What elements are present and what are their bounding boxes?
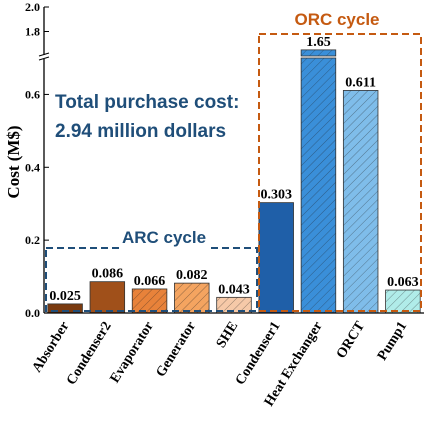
bar [258, 202, 294, 314]
total-cost-line2: 2.94 million dollars [55, 121, 226, 142]
bar-value-label: 0.066 [134, 274, 166, 289]
axis-break-gap [39, 55, 49, 59]
bar [385, 289, 421, 314]
bar [131, 288, 168, 314]
bar-value-label: 0.082 [176, 268, 208, 283]
axis-break-mark [38, 56, 50, 61]
bar [300, 57, 337, 314]
bar-value-label: 0.063 [387, 275, 419, 290]
orc-title-bg [289, 8, 385, 32]
orc-cycle-box [258, 33, 422, 312]
bar [342, 90, 379, 314]
axes: 0.0 0.2 0.4 0.6 1.8 2.0 [25, 0, 424, 320]
total-cost-note: Total purchase cost: 2.94 million dollar… [55, 92, 239, 142]
y-tick-label: 1.8 [25, 25, 40, 39]
bar [174, 282, 210, 314]
bar-value-label: 0.025 [49, 289, 81, 304]
bars [47, 49, 421, 314]
orc-cycle-title: ORC cycle [294, 10, 379, 29]
bar-upper [300, 49, 337, 57]
x-tick-label: Pump1 [375, 319, 410, 363]
y-tick-label: 0.6 [25, 87, 40, 101]
bar-value-label: 0.043 [218, 282, 250, 297]
y-tick-label: 0.2 [25, 233, 40, 247]
x-tick-label: Absorber [30, 319, 73, 375]
y-tick-label: 2.0 [25, 0, 40, 14]
x-tick-label: ORCT [334, 319, 369, 362]
y-tick-label: 0.4 [25, 160, 40, 174]
bar-value-label: 0.303 [260, 188, 292, 203]
y-axis-label: Cost (M$) [4, 125, 23, 198]
arc-cycle-title: ARC cycle [122, 228, 206, 247]
x-tick-label: Generator [153, 319, 199, 380]
bar [89, 281, 126, 314]
bar-value-label: 1.65 [306, 35, 331, 50]
total-cost-line1: Total purchase cost: [55, 92, 239, 113]
axis-break-mark [38, 52, 50, 57]
x-tick-label: Evaporator [108, 319, 157, 386]
y-tick-label: 0.0 [25, 306, 40, 320]
x-tick-label: SHE [214, 319, 242, 351]
bar-value-label: 0.611 [345, 75, 376, 90]
arc-title-bg [120, 225, 208, 251]
cycle-groups: ARC cycle ORC cycle [45, 8, 422, 312]
bar-value-label: 0.086 [92, 267, 124, 282]
